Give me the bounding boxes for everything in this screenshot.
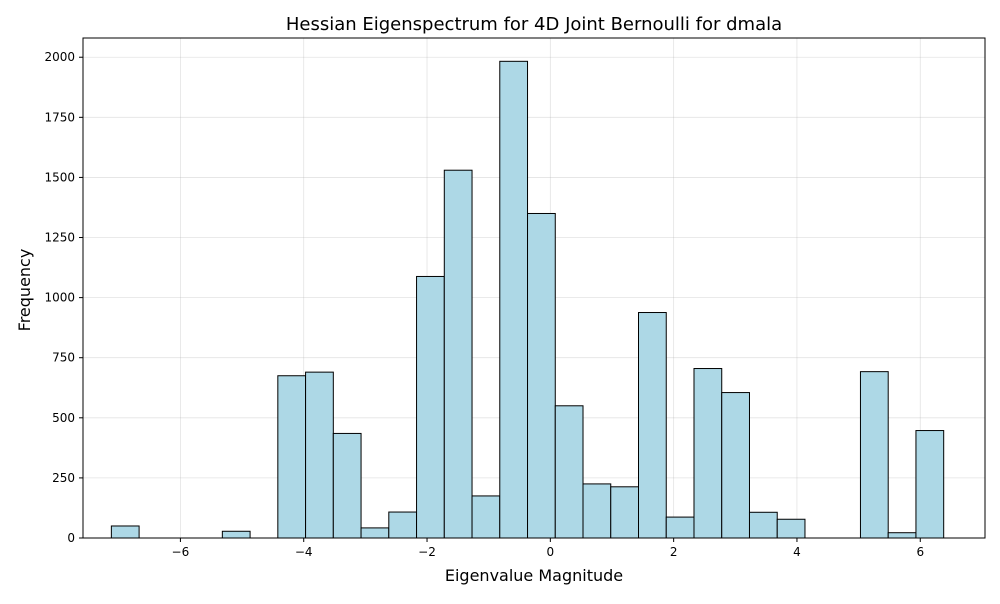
histogram-bar <box>721 392 750 539</box>
histogram-bar <box>471 495 501 539</box>
histogram-bar <box>305 371 334 539</box>
y-tick-label: 500 <box>52 411 75 425</box>
x-tick-label: −4 <box>295 545 313 559</box>
histogram-bar <box>610 486 640 539</box>
y-tick-label: 1500 <box>44 170 75 184</box>
chart-title: Hessian Eigenspectrum for 4D Joint Berno… <box>286 14 782 35</box>
x-tick-label: 6 <box>916 545 924 559</box>
histogram-bar <box>527 212 556 539</box>
histogram-bar <box>554 405 584 539</box>
histogram-bar <box>859 371 889 539</box>
histogram-bar <box>582 483 612 539</box>
histogram-bar <box>332 432 362 539</box>
histogram-bar <box>277 375 307 539</box>
y-tick-label: 0 <box>67 531 75 545</box>
x-tick-label: −2 <box>418 545 436 559</box>
y-axis-ticks: 0 250 500 750 1000 1250 1500 1750 2000 <box>44 50 83 545</box>
x-tick-label: 0 <box>547 545 555 559</box>
histogram-bar <box>665 516 695 539</box>
histogram-bar <box>221 530 251 539</box>
histogram-bar <box>915 430 945 539</box>
plot-frame <box>82 37 986 539</box>
histogram-bar <box>638 312 667 539</box>
y-tick-label: 1750 <box>44 110 75 124</box>
x-axis-label: Eigenvalue Magnitude <box>445 566 623 585</box>
histogram-bar <box>443 169 473 539</box>
y-tick-label: 250 <box>52 471 75 485</box>
y-tick-label: 750 <box>52 351 75 365</box>
histogram-bar <box>776 518 806 539</box>
x-tick-label: 2 <box>670 545 678 559</box>
histogram-bar <box>416 275 445 539</box>
histogram-bar <box>388 511 418 539</box>
histogram-bar <box>887 532 917 539</box>
histogram-bar <box>360 527 390 539</box>
y-tick-label: 1000 <box>44 291 75 305</box>
histogram-bar <box>499 60 529 539</box>
y-axis-label: Frequency <box>15 249 34 332</box>
histogram-bar <box>748 511 778 539</box>
x-tick-label: 4 <box>793 545 801 559</box>
y-tick-label: 2000 <box>44 50 75 64</box>
y-tick-label: 1250 <box>44 231 75 245</box>
histogram-bar <box>110 525 140 539</box>
x-tick-label: −6 <box>172 545 190 559</box>
histogram-bars <box>110 60 945 539</box>
x-axis-ticks: −6 −4 −2 0 2 4 6 <box>172 538 924 559</box>
histogram-bar <box>693 368 723 539</box>
